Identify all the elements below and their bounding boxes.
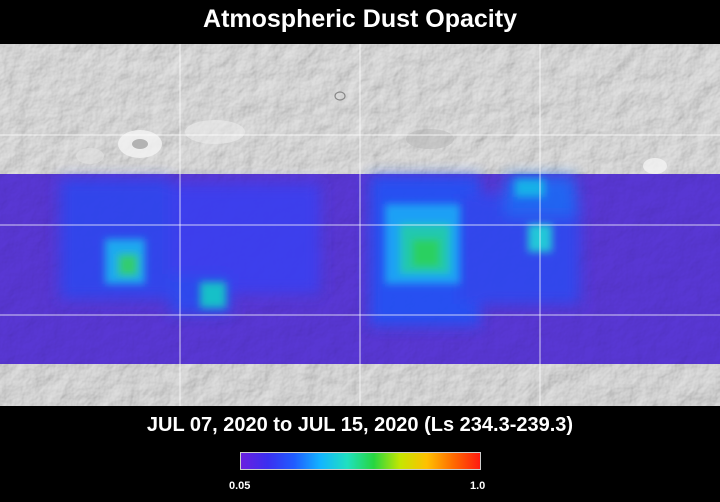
colorbar-min-label: 0.05 <box>229 480 251 492</box>
map-title: Atmospheric Dust Opacity <box>203 5 517 33</box>
colorbar-max-label: 1.0 <box>470 480 486 492</box>
elysium-relief <box>643 158 667 174</box>
date-range-label: JUL 07, 2020 to JUL 15, 2020 (Ls 234.3-2… <box>146 414 574 436</box>
mars-dust-map <box>0 44 720 406</box>
lat-lon-grid <box>0 44 720 406</box>
opacity-colorbar <box>240 452 481 470</box>
